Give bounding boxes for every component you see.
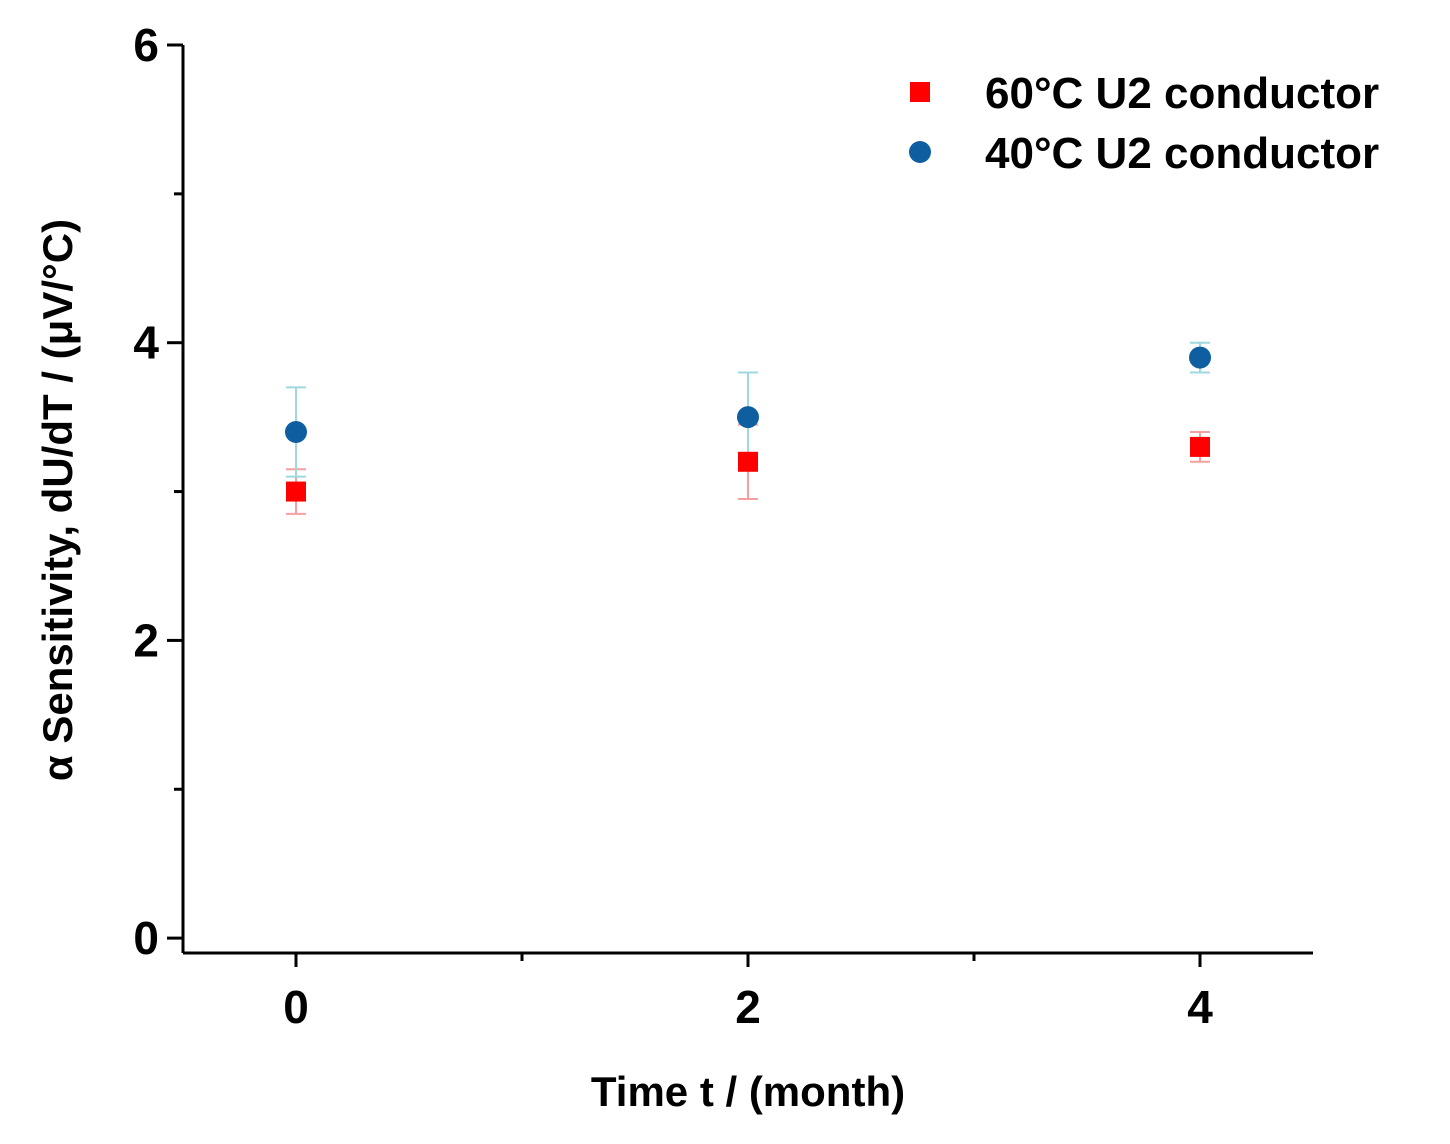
y-tick-label: 0 bbox=[133, 912, 159, 964]
y-tick-label: 6 bbox=[133, 19, 159, 71]
axes: 0 2 4 6 0 2 4 bbox=[133, 19, 1313, 1033]
x-axis-title: Time t / (month) bbox=[591, 1068, 905, 1115]
y-axis-title: α Sensitivity, dU/dT / (μV/°C) bbox=[34, 219, 81, 781]
data-point-60c bbox=[1190, 436, 1210, 457]
y-tick-label: 4 bbox=[133, 317, 159, 369]
data-point-60c bbox=[286, 481, 306, 502]
data-point-40c bbox=[737, 406, 759, 429]
x-tick-label: 0 bbox=[283, 981, 309, 1033]
data-points bbox=[285, 346, 1211, 502]
data-point-40c bbox=[1189, 346, 1211, 369]
legend-label: 40°C U2 conductor bbox=[985, 129, 1379, 178]
data-point-40c bbox=[285, 421, 307, 444]
x-tick-label: 2 bbox=[735, 981, 761, 1033]
error-bars bbox=[286, 341, 1210, 515]
legend-label: 60°C U2 conductor bbox=[985, 69, 1379, 118]
legend-marker bbox=[909, 141, 931, 163]
data-point-60c bbox=[738, 451, 758, 472]
y-tick-label: 2 bbox=[133, 614, 159, 666]
x-tick-label: 4 bbox=[1187, 981, 1213, 1033]
legend-marker bbox=[910, 82, 930, 102]
legend: 60°C U2 conductor 40°C U2 conductor bbox=[909, 69, 1379, 178]
